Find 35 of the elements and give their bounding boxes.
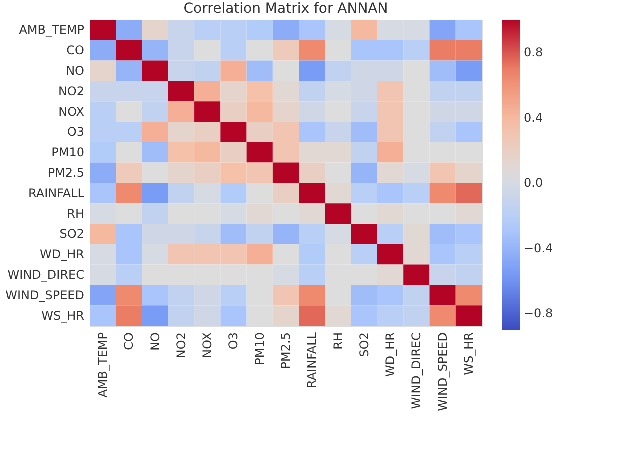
color-bar-label: −0.4 xyxy=(524,241,554,256)
y-tick-label: CO xyxy=(66,44,84,58)
y-tick-label: PM2.5 xyxy=(48,166,84,180)
x-tick-label: RH xyxy=(331,332,346,350)
color-bar-label: −0.8 xyxy=(524,306,554,321)
x-tick-label: NO xyxy=(148,332,162,351)
y-tick-label: WD_HR xyxy=(40,248,84,262)
chart-title: Correlation Matrix for ANNAN xyxy=(184,1,388,17)
y-tick-label: WIND_DIREC xyxy=(8,268,84,282)
color-bar-label: 0.0 xyxy=(524,176,544,190)
y-tick-label: O3 xyxy=(67,125,84,140)
y-tick-label: WS_HR xyxy=(42,308,84,323)
x-tick-label: PM2.5 xyxy=(279,332,293,370)
y-tick-label: NO xyxy=(66,64,84,78)
x-tick-label: O3 xyxy=(226,332,241,350)
y-tick-label: AMB_TEMP xyxy=(19,23,84,38)
x-tick-label: SO2 xyxy=(357,332,372,358)
x-tick-label: WIND_SPEED xyxy=(436,332,450,412)
x-tick-label: CO xyxy=(122,332,136,350)
y-tick-label: SO2 xyxy=(60,227,84,242)
color-bar-label: 0.4 xyxy=(524,110,544,125)
y-tick-label: RH xyxy=(67,206,84,221)
color-bar-label: 0.8 xyxy=(524,46,544,60)
x-tick-label: WIND_DIREC xyxy=(410,332,424,410)
x-tick-label: WS_HR xyxy=(462,332,476,376)
y-tick-label: RAINFALL xyxy=(28,186,85,200)
y-tick-label: NO2 xyxy=(58,84,84,98)
y-tick-label: WIND_SPEED xyxy=(6,288,84,302)
x-tick-label: PM10 xyxy=(252,332,267,366)
x-tick-label: WD_HR xyxy=(384,332,398,377)
x-tick-label: RAINFALL xyxy=(305,332,320,388)
y-tick-label: NOX xyxy=(58,104,84,119)
y-tick-label: PM10 xyxy=(52,146,84,160)
x-tick-label: NOX xyxy=(200,332,215,358)
x-tick-label: NO2 xyxy=(174,332,188,359)
